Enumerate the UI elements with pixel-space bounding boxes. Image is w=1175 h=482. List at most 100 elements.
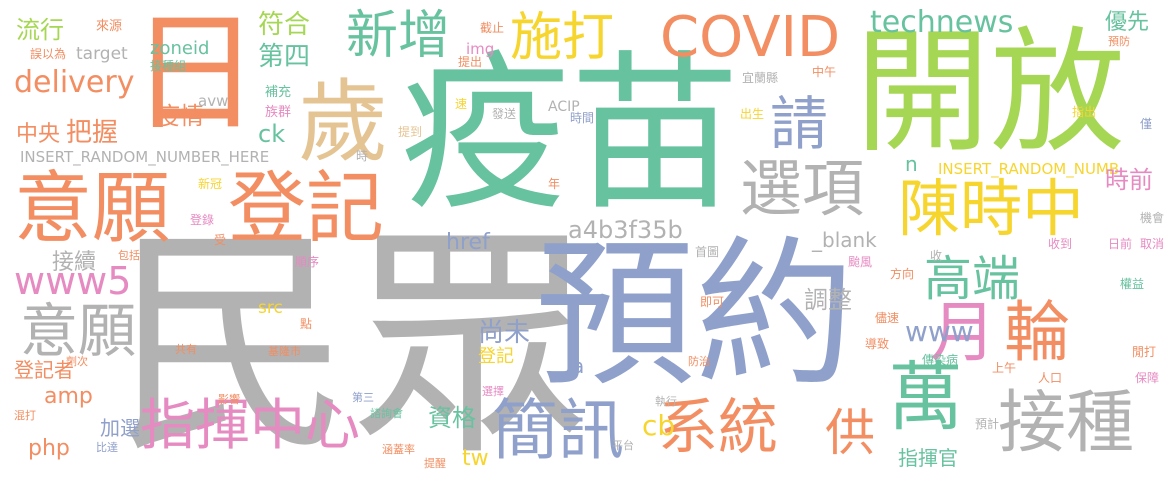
word-delivery: delivery — [14, 65, 135, 100]
word-you-xian: 優先 — [1105, 10, 1150, 35]
word-liu-xing: 流行 — [16, 16, 64, 44]
word-amp: amp — [44, 384, 93, 409]
word-ji-ke: 即可 — [700, 295, 725, 309]
word-ri: 日 — [130, 0, 261, 149]
word-avw: avw — [198, 92, 229, 110]
word-yi-yuan-gray: 意願 — [20, 297, 137, 365]
word-fang-zhi: 防治 — [688, 355, 710, 368]
word-ti-xing: 提醒 — [424, 457, 446, 470]
word-fa-song: 發送 — [492, 107, 517, 121]
word-bao-zhang: 保障 — [1135, 371, 1160, 385]
word-xin-zeng: 新增 — [346, 6, 451, 66]
word-yi-yuan-orange: 意願 — [14, 164, 171, 254]
word-bu-chong: 補充 — [265, 85, 292, 100]
word-shou: 受 — [214, 233, 227, 247]
word-su: 速 — [455, 97, 468, 111]
word-ri-qian: 日前 — [1108, 237, 1133, 251]
word-yi-miao: 疫苗 — [400, 36, 741, 234]
word-ping-tai: 平台 — [612, 439, 634, 452]
word-tai-feng: 颱風 — [848, 255, 873, 269]
word-ji-long-shi: 基隆市 — [268, 345, 301, 358]
word-yu-ji: 預計 — [975, 417, 1000, 431]
word-cb: cb — [642, 409, 676, 442]
word-ti-dao: 提到 — [398, 125, 423, 139]
word-yi-qing: 疫情 — [156, 102, 204, 130]
word-shi: 時 — [356, 149, 369, 163]
word-shi-jian: 時間 — [570, 111, 595, 125]
word-technews: technews — [870, 5, 1014, 40]
word-shun-xu: 順序 — [295, 255, 320, 269]
word-zoneid: zoneid — [150, 38, 210, 59]
word-acip: ACIP — [548, 99, 580, 115]
word-chuan-ran-bing: 傳染病 — [922, 353, 959, 367]
word-jie-xu: 接續 — [52, 250, 97, 275]
word-jin: 僅 — [1140, 117, 1153, 131]
word-min-zhong-horizontal: 民眾 — [112, 205, 593, 482]
word-target: target — [76, 44, 128, 64]
word-chu-sheng: 出生 — [740, 107, 765, 121]
word-ti-chu: 提出 — [458, 55, 483, 69]
word-dao-zhi: 導致 — [865, 337, 890, 351]
word-di-si: 第四 — [258, 42, 311, 72]
word-bi-da: 比達 — [96, 441, 118, 454]
word-a: a — [572, 354, 585, 378]
word-hun-da: 混打 — [14, 409, 36, 422]
word-deng-lu: 登錄 — [190, 213, 215, 227]
word-chen-shi-zhong: 陳時中 — [898, 172, 1085, 245]
word-jia-xuan: 加選 — [100, 416, 140, 440]
word-deng-ji-yellow: 登記 — [478, 346, 514, 367]
word-kai-fang: 開放 — [855, 14, 1125, 171]
word-deng-ji: 登記 — [228, 164, 385, 254]
word-zu-qun: 族群 — [265, 105, 292, 120]
word-yi-lan-xian: 宜蘭縣 — [742, 71, 779, 85]
word-yue: 月 — [930, 294, 996, 371]
word-quan-yi: 權益 — [1120, 277, 1145, 291]
word-shou-tu: 首圖 — [695, 245, 720, 259]
word-jie-zhong-zu: 接種組 — [150, 59, 187, 73]
word-href: href — [446, 230, 490, 255]
word-ji-ci: 劑次 — [66, 355, 88, 368]
word-zi-xun-hui: 諮詢會 — [370, 407, 403, 420]
word-a4b3f35b: a4b3f35b — [568, 216, 683, 244]
word-n: n — [905, 152, 918, 176]
word-han-gai-lv: 涵蓋率 — [382, 443, 415, 456]
word-src: src — [258, 298, 283, 318]
word-gong-you: 共有 — [175, 343, 197, 356]
word-xuan-xiang: 選項 — [740, 152, 865, 225]
word-shi-da: 施打 — [510, 8, 615, 68]
word-deng-ji-zhe: 登記者 — [14, 358, 74, 382]
word-kai-da: 閒打 — [1132, 345, 1157, 359]
word-zhi-xing: 執行 — [655, 395, 677, 408]
word-www5: www5 — [14, 259, 132, 303]
word-wan: 萬 — [888, 353, 964, 441]
word-yu-fang: 預防 — [1108, 35, 1130, 48]
word-nian: 年 — [548, 177, 561, 191]
word-blank: _blank — [812, 228, 877, 252]
word-zhong-yang: 中央 — [16, 122, 61, 147]
word-www: www — [905, 315, 974, 348]
word-zhi-hui-guan: 指揮官 — [898, 446, 958, 470]
word-fu-he: 符合 — [258, 10, 311, 40]
word-insert-random-numb: INSERT_RANDOM_NUMB — [938, 160, 1120, 178]
word-di-san: 第三 — [352, 391, 374, 404]
word-lun: 輪 — [1004, 294, 1070, 371]
word-qu-xiao: 取消 — [1140, 237, 1165, 251]
word-zhi-hui-zhong-xin: 指揮中心 — [140, 393, 361, 457]
word-shi-qian: 時前 — [1105, 166, 1153, 194]
word-covid: COVID — [660, 5, 841, 70]
word-wu-yi-wei: 誤以為 — [30, 47, 67, 61]
word-jin-su: 儘速 — [875, 311, 900, 325]
word-zhong-wu: 中午 — [812, 65, 837, 79]
word-qing: 請 — [770, 90, 829, 158]
word-jie-zhong: 接種 — [998, 384, 1135, 463]
word-lai-yuan: 來源 — [96, 19, 123, 34]
word-gao-duan: 高端 — [924, 251, 1021, 307]
word-tiao-zheng: 調整 — [804, 286, 852, 314]
word-jian-xun: 簡訊 — [492, 392, 624, 469]
word-zhi-chu: 指出 — [1072, 105, 1097, 119]
word-xuan-ze: 選擇 — [482, 385, 504, 398]
word-php: php — [28, 436, 70, 461]
word-sui: 歲 — [298, 70, 388, 175]
word-ck: ck — [258, 120, 286, 148]
